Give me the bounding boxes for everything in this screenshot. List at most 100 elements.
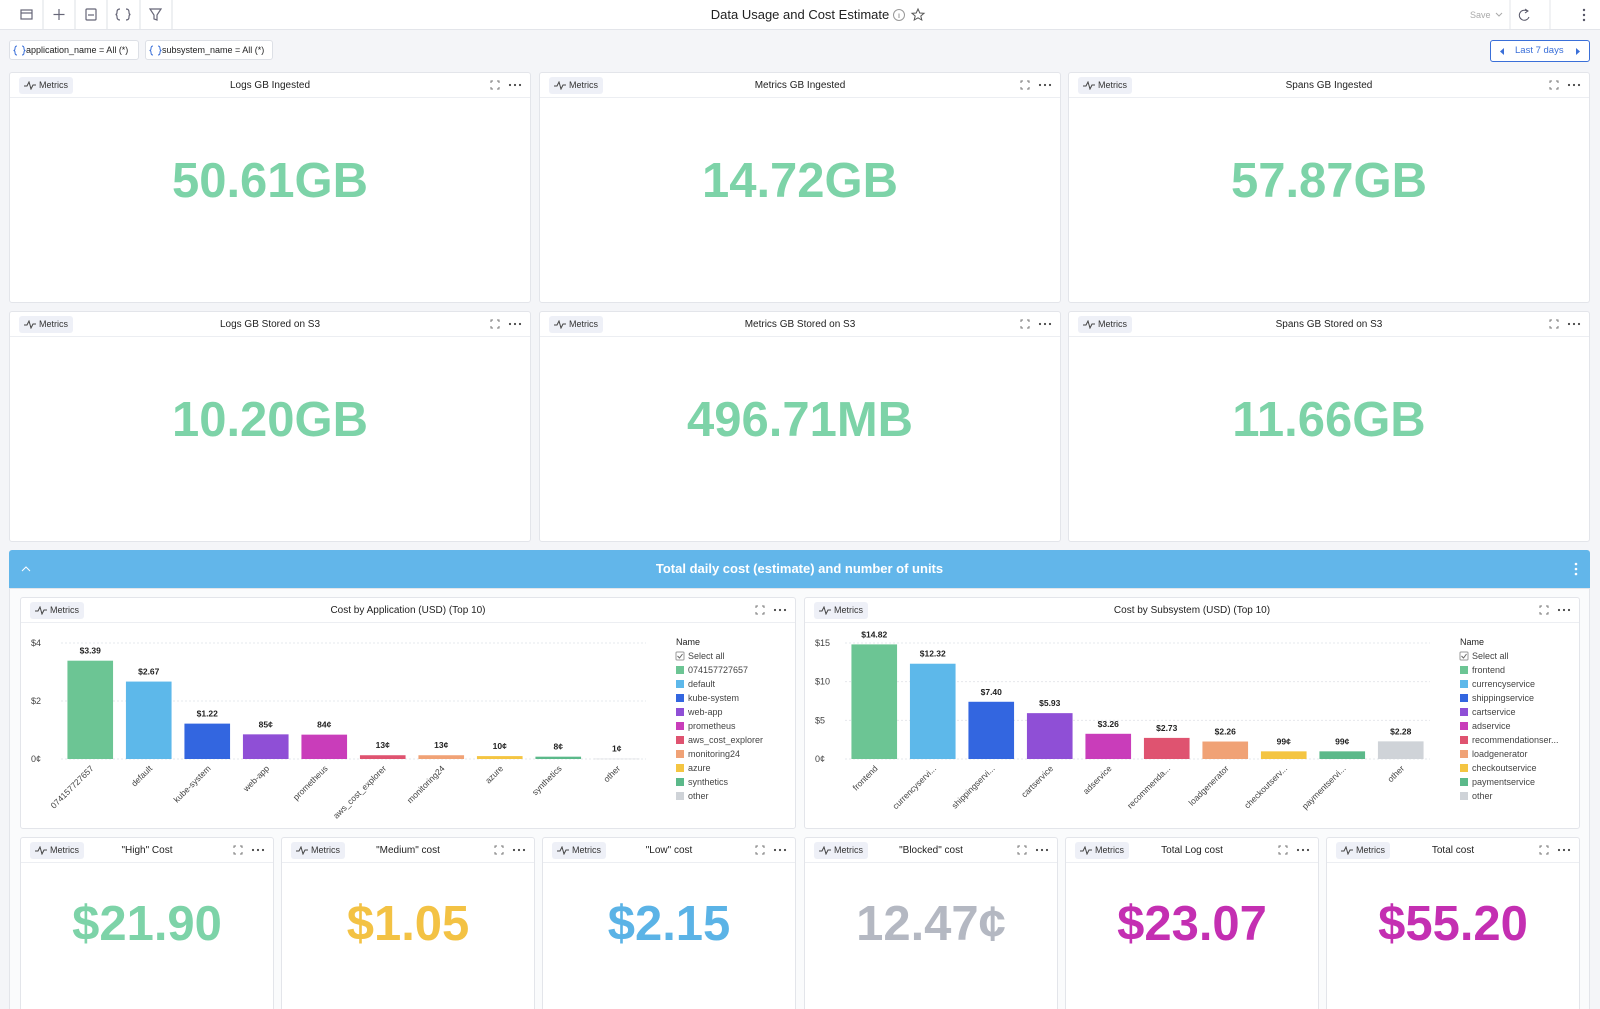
panel-actions[interactable] (1020, 319, 1054, 330)
bar-chart: 0¢ $5 $10 $15 $14.82 frontend $12.32 currencyse… (815, 629, 1559, 811)
legend-swatch (1460, 792, 1468, 800)
panel-header: Metrics Metrics GB Ingested (540, 73, 1060, 98)
panel-actions[interactable] (490, 319, 524, 330)
value-label: 85¢ (259, 719, 273, 729)
panel-title: Spans GB Stored on S3 (1275, 319, 1383, 330)
stat-value: 11.66GB (1232, 393, 1426, 447)
panel-title: Cost by Application (USD) (Top 10) (330, 605, 486, 616)
metrics-icon (554, 320, 566, 329)
value-label: 8¢ (554, 742, 564, 752)
value-label: $1.22 (197, 709, 219, 719)
legend-label: shippingservice (1472, 693, 1534, 703)
legend-swatch (676, 736, 684, 744)
x-tick-label: other (601, 763, 622, 784)
panel-actions[interactable] (233, 845, 267, 856)
panel: Metrics Logs GB Ingested 50.61GB (9, 72, 531, 303)
save-button[interactable]: Save (1470, 10, 1491, 20)
filter-chip[interactable]: subsystem_name = All (*) (145, 40, 273, 60)
x-tick-label: azure (483, 763, 505, 785)
panel-actions[interactable] (1017, 845, 1051, 856)
panel-actions[interactable] (755, 605, 789, 616)
checkmark (1461, 653, 1467, 659)
arrow-left[interactable] (1499, 47, 1505, 56)
legend-swatch (1460, 736, 1468, 744)
bar (535, 756, 582, 759)
section-menu[interactable] (1574, 562, 1578, 576)
collapse-icon[interactable] (21, 565, 31, 573)
x-tick-label: adservice (1081, 763, 1114, 796)
x-tick-label: paymentservi... (1300, 763, 1348, 811)
panel-actions[interactable] (1539, 845, 1573, 856)
value-label: $2.26 (1215, 727, 1237, 737)
bar (476, 756, 523, 759)
panel-actions[interactable] (494, 845, 528, 856)
bar-chart: 0¢ $2 $4 $3.39 074157727657 $2.67 default $1.22… (31, 637, 763, 821)
toolbar-icons[interactable] (0, 0, 175, 30)
panel-title: "Blocked" cost (899, 845, 963, 856)
panel-title: "Medium" cost (376, 845, 440, 856)
legend-swatch (1460, 750, 1468, 758)
metrics-icon (24, 81, 36, 90)
panel-actions[interactable] (1278, 845, 1312, 856)
panel: Metrics "High" Cost $21.90 (20, 837, 274, 1009)
panel-actions[interactable] (755, 845, 789, 856)
value-label: 84¢ (317, 720, 331, 730)
top-bar: Data Usage and Cost Estimate Save (0, 0, 1600, 30)
time-range[interactable]: Last 7 days (1490, 40, 1590, 62)
filter-label: subsystem_name = All (*) (162, 45, 265, 55)
legend-swatch (676, 750, 684, 758)
bar (1026, 713, 1073, 759)
title-icons[interactable] (887, 0, 927, 30)
value-label: 13¢ (376, 740, 390, 750)
panel-actions[interactable] (490, 80, 524, 91)
x-tick-label: kube-system (172, 763, 213, 804)
legend-label: default (688, 679, 716, 689)
bar (593, 758, 640, 760)
arrow-right[interactable] (1575, 47, 1581, 56)
panel-title: Total cost (1431, 845, 1475, 856)
y-tick-label: $5 (815, 715, 825, 725)
panel-header: Metrics Cost by Subsystem (USD) (Top 10) (805, 598, 1579, 623)
x-tick-label: web-app (240, 763, 271, 794)
legend-label: checkoutservice (1472, 763, 1537, 773)
value-label: 10¢ (493, 741, 507, 751)
legend-label: loadgenerator (1472, 749, 1528, 759)
legend-label: prometheus (688, 721, 736, 731)
panel-header: Metrics "Low" cost (543, 838, 795, 863)
panel: Metrics Total Log cost $23.07 (1065, 837, 1319, 1009)
panel: Metrics Cost by Subsystem (USD) (Top 10) 0… (804, 597, 1580, 829)
panel-header: Metrics Logs GB Ingested (10, 73, 530, 98)
panel-actions[interactable] (1539, 605, 1573, 616)
panel: Metrics Metrics GB Ingested 14.72GB (539, 72, 1061, 303)
panel-actions[interactable] (1020, 80, 1054, 91)
x-tick-label: frontend (851, 763, 880, 792)
panel-header: Metrics Total Log cost (1066, 838, 1318, 863)
stat-value: 10.20GB (171, 393, 369, 447)
bar (418, 755, 465, 759)
panel: Metrics Total cost $55.20 (1326, 837, 1580, 1009)
source-chip: Metrics (549, 77, 603, 94)
panel: Metrics "Low" cost $2.15 (542, 837, 796, 1009)
brace-icon (149, 45, 162, 56)
legend-swatch (1460, 694, 1468, 702)
panel-header: Metrics Spans GB Ingested (1069, 73, 1589, 98)
filter-label: application_name = All (*) (26, 45, 129, 55)
panel-title: "Low" cost (645, 845, 693, 856)
y-tick-label: $15 (815, 638, 830, 648)
filter-chip[interactable]: application_name = All (*) (9, 40, 139, 60)
panel-actions[interactable] (1549, 319, 1583, 330)
legend-label: azure (688, 763, 711, 773)
section-header[interactable]: Total daily cost (estimate) and number o… (9, 550, 1590, 588)
x-tick-label: monitoring24 (405, 763, 447, 805)
x-tick-label: default (129, 763, 155, 789)
legend-title: Name (676, 637, 700, 647)
metrics-icon (35, 846, 47, 855)
x-tick-label: cartservice (1019, 763, 1055, 799)
panel: Metrics "Blocked" cost 12.47¢ (804, 837, 1058, 1009)
bar (851, 644, 898, 759)
panel-title: Spans GB Ingested (1285, 80, 1373, 91)
panel-header: Metrics Total cost (1327, 838, 1579, 863)
panel-actions[interactable] (1549, 80, 1583, 91)
right-icons[interactable] (1470, 0, 1600, 30)
